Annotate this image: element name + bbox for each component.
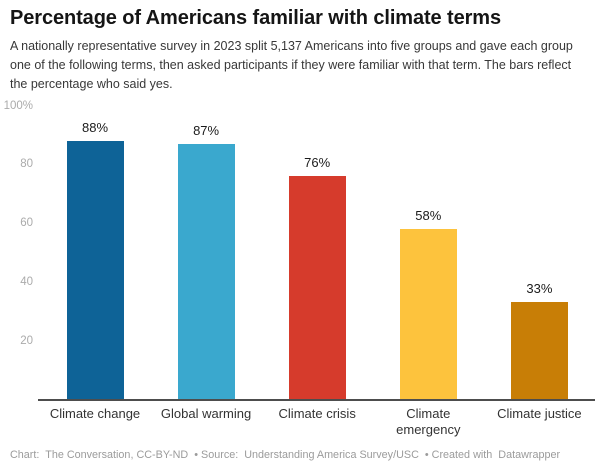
footer-chart-credit-link[interactable]: The Conversation, CC-BY-ND: [45, 449, 189, 461]
bar-value-label-climate-emergency: 58%: [415, 207, 442, 223]
footer-chart-label: Chart:: [10, 449, 43, 461]
bar-value-label-climate-justice: 33%: [526, 281, 553, 297]
y-axis-tick-label-40: 40: [20, 275, 33, 288]
y-axis-tick-label-80: 80: [20, 158, 33, 171]
y-axis-tick-label-20: 20: [20, 334, 33, 347]
bar-value-label-climate-change: 88%: [81, 119, 109, 135]
footer-source-separator: • Source:: [191, 449, 242, 461]
footer-tool-separator: • Created with: [421, 449, 496, 461]
x-axis-baseline: [38, 398, 595, 401]
x-axis-category-label-climate-justice: Climate justice: [497, 406, 582, 421]
x-axis-category-label-global-warming: Global warming: [160, 406, 252, 421]
footer-attribution: Chart: The Conversation, CC-BY-ND • Sour…: [10, 449, 560, 462]
footer-source-link[interactable]: Understanding America Survey/USC: [244, 449, 419, 461]
x-axis-category-label-climate-crisis: Climate crisis: [278, 406, 356, 421]
footer-datawrapper-link[interactable]: Datawrapper: [498, 449, 561, 461]
bar-climate-crisis: [288, 176, 346, 400]
page-title: Percentage of Americans familiar with cl…: [10, 7, 502, 29]
x-axis-category-label-climate-emergency: Climate emergency: [396, 406, 461, 437]
x-axis-category-label-climate-change: Climate change: [49, 406, 141, 421]
bar-global-warming: [177, 143, 235, 400]
y-axis-tick-label-100: 100%: [3, 99, 33, 112]
bar-climate-justice: [510, 302, 568, 400]
bar-climate-change: [66, 140, 124, 400]
y-axis-tick-label-60: 60: [20, 217, 33, 230]
bar-climate-emergency: [399, 228, 457, 400]
chart-description: A nationally representative survey in 20…: [10, 39, 573, 91]
bar-value-label-global-warming: 87%: [193, 122, 220, 138]
bar-value-label-climate-crisis: 76%: [304, 155, 331, 171]
